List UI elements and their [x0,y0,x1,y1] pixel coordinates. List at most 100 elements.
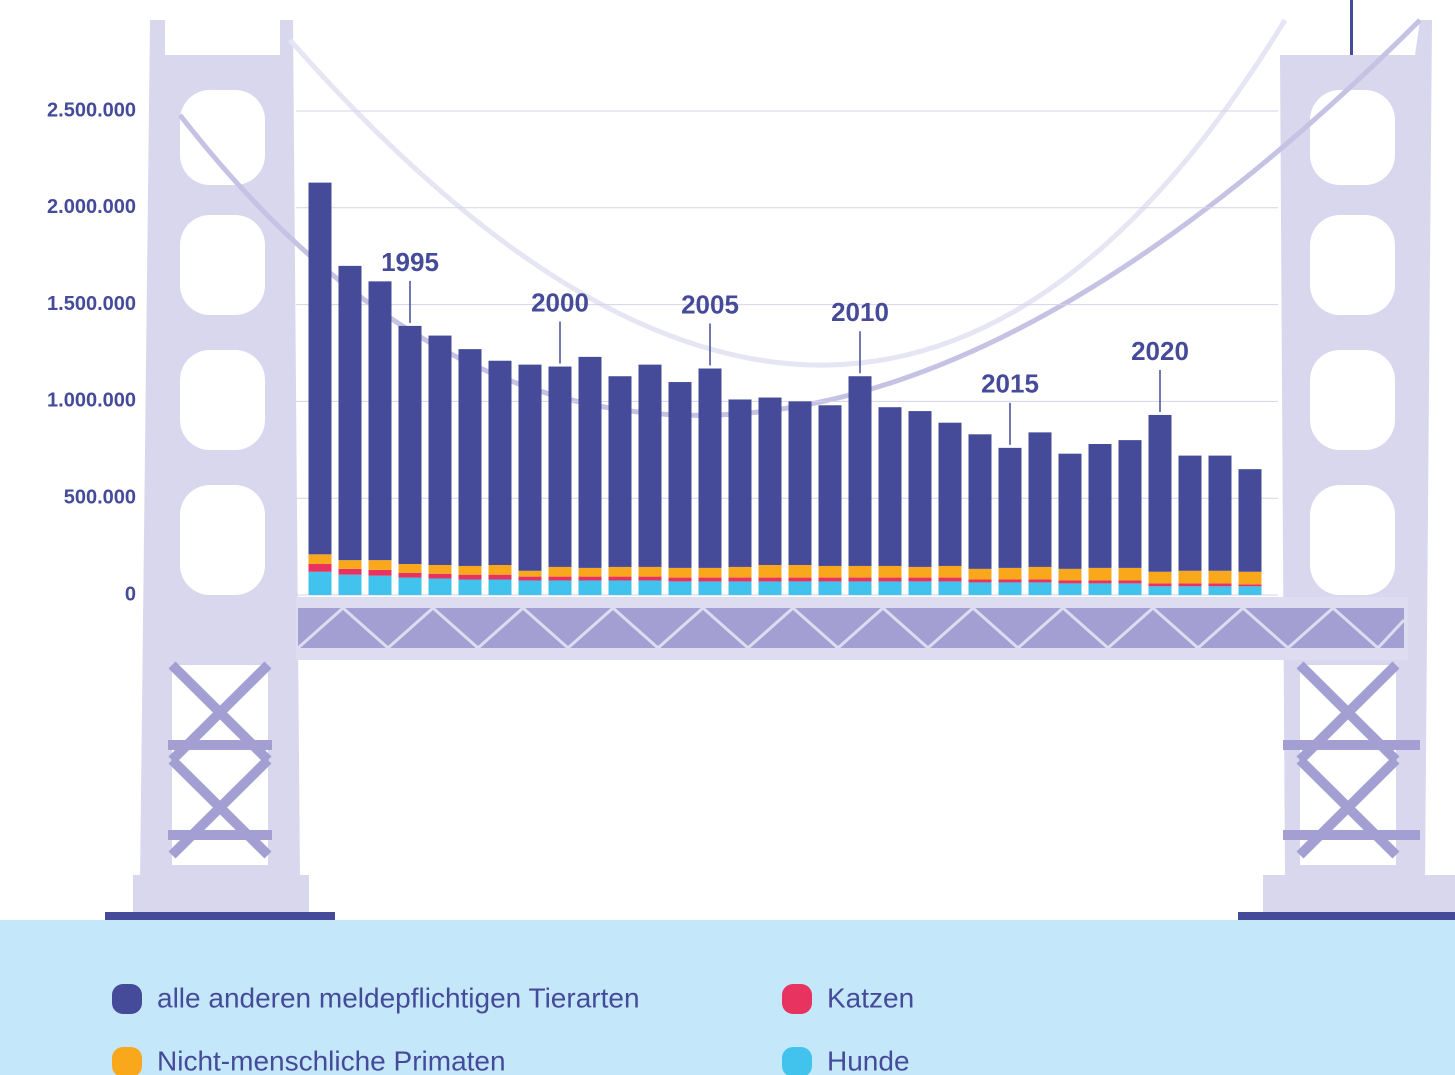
bar-segment [848,581,872,595]
bar-segment [638,364,662,567]
bar-segment [458,565,482,575]
bar-segment [458,349,482,566]
bar-segment [1118,583,1142,595]
bar-segment [608,566,632,577]
bar-segment [1148,414,1172,572]
bar-segment [338,568,362,575]
bar-segment [1148,586,1172,595]
bar-segment [1028,579,1052,583]
bar-segment [728,577,752,582]
x-tick-label: 2010 [831,297,889,327]
bar-segment [998,567,1022,580]
bar-segment [578,580,602,595]
bar-segment [1208,570,1232,584]
bar-segment [518,576,542,581]
legend-swatch [112,1047,142,1075]
bar-segment [758,564,782,578]
bar-segment [1178,586,1202,595]
bar-segment [1208,586,1232,595]
bar-segment [458,574,482,580]
bar-segment [458,579,482,595]
bar-segment [638,576,662,581]
x-tick-label: 2015 [981,369,1039,399]
bar-segment [1238,584,1262,587]
bar-segment [428,578,452,595]
y-tick-label: 2.000.000 [47,196,136,218]
bar-segment [848,565,872,578]
bar-segment [398,572,422,578]
bar-segment [1088,443,1112,568]
bar-segment [1148,583,1172,587]
bar-segment [938,581,962,595]
bar-segment [518,580,542,595]
bar-segment [908,577,932,582]
bar-segment [1208,583,1232,587]
bar-segment [1118,440,1142,568]
bar-segment [368,575,392,595]
bar-segment [1118,580,1142,584]
bar-segment [1238,469,1262,572]
bar-segment [428,335,452,565]
bar-segment [1178,455,1202,571]
x-tick-label: 2000 [531,287,589,317]
bar-segment [1238,571,1262,585]
y-tick-label: 500.000 [64,486,136,508]
bar-segment [338,265,362,561]
bar-segment [1058,568,1082,581]
legend-label: Katzen [827,982,914,1013]
bar-segment [428,564,452,574]
bar-segment [698,368,722,568]
bar-segment [878,407,902,566]
bar-segment [788,581,812,595]
legend-label: Hunde [827,1045,910,1075]
bar-segment [308,571,332,595]
x-tick-label: 2005 [681,289,739,319]
bar-segment [848,577,872,582]
bar-segment [698,577,722,582]
bar-segment [488,579,512,595]
bar-segment [308,564,332,572]
bar-segment [968,434,992,569]
bar-segment [1088,567,1112,581]
bar-segment [668,581,692,595]
bar-segment [1088,583,1112,595]
bar-segment [758,577,782,582]
legend-swatch [782,984,812,1014]
bar-segment [1178,583,1202,587]
bar-segment [578,576,602,581]
bar-segment [578,356,602,568]
bar-segment [968,579,992,583]
bar-segment [878,565,902,578]
bar-segment [1028,432,1052,567]
bar-segment [548,580,572,595]
bar-segment [548,576,572,581]
bar-segment [548,566,572,577]
bar-segment [338,560,362,569]
bar-segment [1088,580,1112,584]
y-tick-label: 2.500.000 [47,99,136,121]
bar-segment [1118,567,1142,581]
bar-segment [668,382,692,568]
bar-segment [878,577,902,582]
bar-segment [488,574,512,580]
bar-segment [368,281,392,561]
bar-segment [968,568,992,580]
bar-segment [308,182,332,555]
bar-segment [1058,453,1082,569]
bar-segment [1238,586,1262,595]
bar-segment [938,577,962,582]
bar-segment [428,573,452,579]
bar-segment [668,577,692,582]
bar-segment [908,581,932,595]
bar-segment [908,411,932,567]
bar-segment [818,405,842,566]
legend-label: Nicht-menschliche Primaten [157,1045,506,1075]
bar-segment [728,399,752,567]
bar-segment [818,577,842,582]
x-tick-label: 1995 [381,247,439,277]
bar-segment [818,581,842,595]
bar-segment [758,397,782,565]
legend-swatch [782,1047,812,1075]
bar-segment [998,447,1022,568]
